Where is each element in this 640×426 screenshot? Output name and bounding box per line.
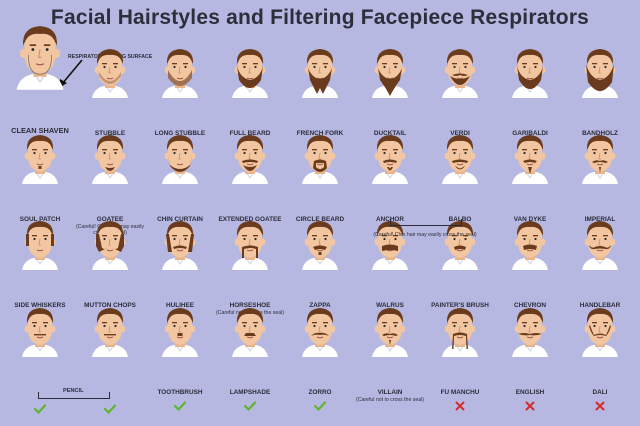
check-icon	[33, 401, 47, 415]
toothbrush-face-icon	[160, 305, 200, 362]
hulihee-face-icon	[160, 218, 200, 275]
cross-icon	[524, 398, 536, 411]
hairstyle-label: IMPERIAL	[584, 216, 616, 223]
hairstyle-label: VAN DYKE	[513, 216, 547, 223]
hairstyle-label: GARIBALDI	[512, 130, 548, 137]
chin-curtain-face-icon	[160, 132, 200, 189]
hairstyle-label: BALBO	[448, 216, 472, 223]
hairstyle-label: BANDHOLZ	[582, 130, 618, 137]
bandholz-face-icon	[580, 46, 620, 103]
hairstyle-label: ANCHOR	[375, 216, 405, 223]
goatee-face-icon	[90, 132, 130, 189]
pencil-label: PENCIL	[63, 388, 84, 394]
villain-face-icon	[370, 305, 410, 362]
hairstyle-label: GOATEE	[96, 216, 124, 223]
hairstyle-label: ZAPPA	[309, 302, 331, 309]
anchor-balbo-bracket	[390, 219, 462, 226]
check-icon	[103, 401, 117, 415]
hairstyle-note: (Careful not to cross the seal)	[355, 397, 425, 403]
clean-shaven-face-icon	[14, 22, 66, 95]
lampshade-face-icon	[230, 305, 270, 362]
french-fork-face-icon	[300, 46, 340, 103]
long-stubble-face-icon	[160, 46, 200, 103]
hairstyle-label: LONG STUBBLE	[154, 130, 206, 137]
hairstyle-label: EXTENDED GOATEE	[218, 216, 282, 223]
hairstyle-label: VILLAIN	[377, 389, 403, 396]
hairstyle-label: PAINTER'S BRUSH	[431, 302, 489, 309]
garibaldi-face-icon	[510, 46, 550, 103]
anchor-balbo-note: (Careful! Chin hair may easily cross the…	[373, 232, 477, 238]
hairstyle-label: TOOTHBRUSH	[157, 389, 203, 396]
hairstyle-label: SIDE WHISKERS	[14, 302, 66, 309]
soul-patch-face-icon	[20, 132, 60, 189]
hairstyle-label: HORSESHOE	[229, 302, 271, 309]
hairstyle-label: DALI	[592, 389, 608, 396]
dali-face-icon	[580, 305, 620, 362]
page-title: Facial Hairstyles and Filtering Facepiec…	[50, 6, 590, 29]
handlebar-face-icon	[580, 218, 620, 275]
circle-beard-face-icon	[300, 132, 340, 189]
pencil-face-2-icon	[90, 305, 130, 362]
check-icon	[243, 398, 257, 412]
anchor-face-icon	[370, 132, 410, 189]
hairstyle-label: HULIHEE	[165, 302, 195, 309]
mutton-chops-face-icon	[90, 218, 130, 275]
zappa-face-icon	[300, 218, 340, 275]
cross-icon	[454, 398, 466, 411]
hairstyle-label: FU MANCHU	[440, 389, 480, 396]
hairstyle-label: DUCKTAIL	[373, 130, 407, 137]
verdi-face-icon	[440, 46, 480, 103]
imperial-face-icon	[580, 132, 620, 189]
full-beard-face-icon	[230, 46, 270, 103]
hairstyle-label: CHEVRON	[514, 302, 546, 309]
hairstyle-label: FULL BEARD	[229, 130, 271, 137]
stubble-face-icon	[90, 46, 130, 103]
hairstyle-label: STUBBLE	[94, 130, 126, 137]
hairstyle-label: ENGLISH	[515, 389, 545, 396]
chevron-face-icon	[510, 218, 550, 275]
walrus-face-icon	[370, 218, 410, 275]
hairstyle-label: SOUL PATCH	[19, 216, 61, 223]
hairstyle-label: VERDI	[450, 130, 470, 137]
check-icon	[173, 398, 187, 412]
hairstyle-label: WALRUS	[376, 302, 404, 309]
side-whiskers-face-icon	[20, 218, 60, 275]
van-dyke-face-icon	[510, 132, 550, 189]
check-icon	[313, 398, 327, 412]
hairstyle-label: CHIN CURTAIN	[157, 216, 203, 223]
hairstyle-label: CLEAN SHAVEN	[11, 126, 69, 135]
ducktail-face-icon	[370, 46, 410, 103]
zorro-face-icon	[300, 305, 340, 362]
pencil-bracket	[38, 392, 110, 399]
fu-manchu-face-icon	[440, 305, 480, 362]
painters-brush-face-icon	[440, 218, 480, 275]
hairstyle-label: CIRCLE BEARD	[295, 216, 345, 223]
hairstyle-label: LAMPSHADE	[229, 389, 271, 396]
english-face-icon	[510, 305, 550, 362]
hairstyle-label: HANDLEBAR	[579, 302, 621, 309]
horseshoe-face-icon	[230, 218, 270, 275]
hairstyle-label: ZORRO	[308, 389, 332, 396]
extended-goatee-face-icon	[230, 132, 270, 189]
hairstyle-label: MUTTON CHOPS	[84, 302, 136, 309]
hairstyle-label: FRENCH FORK	[296, 130, 344, 137]
cross-icon	[594, 398, 606, 411]
balbo-face-icon	[440, 132, 480, 189]
pencil-face-1-icon	[20, 305, 60, 362]
